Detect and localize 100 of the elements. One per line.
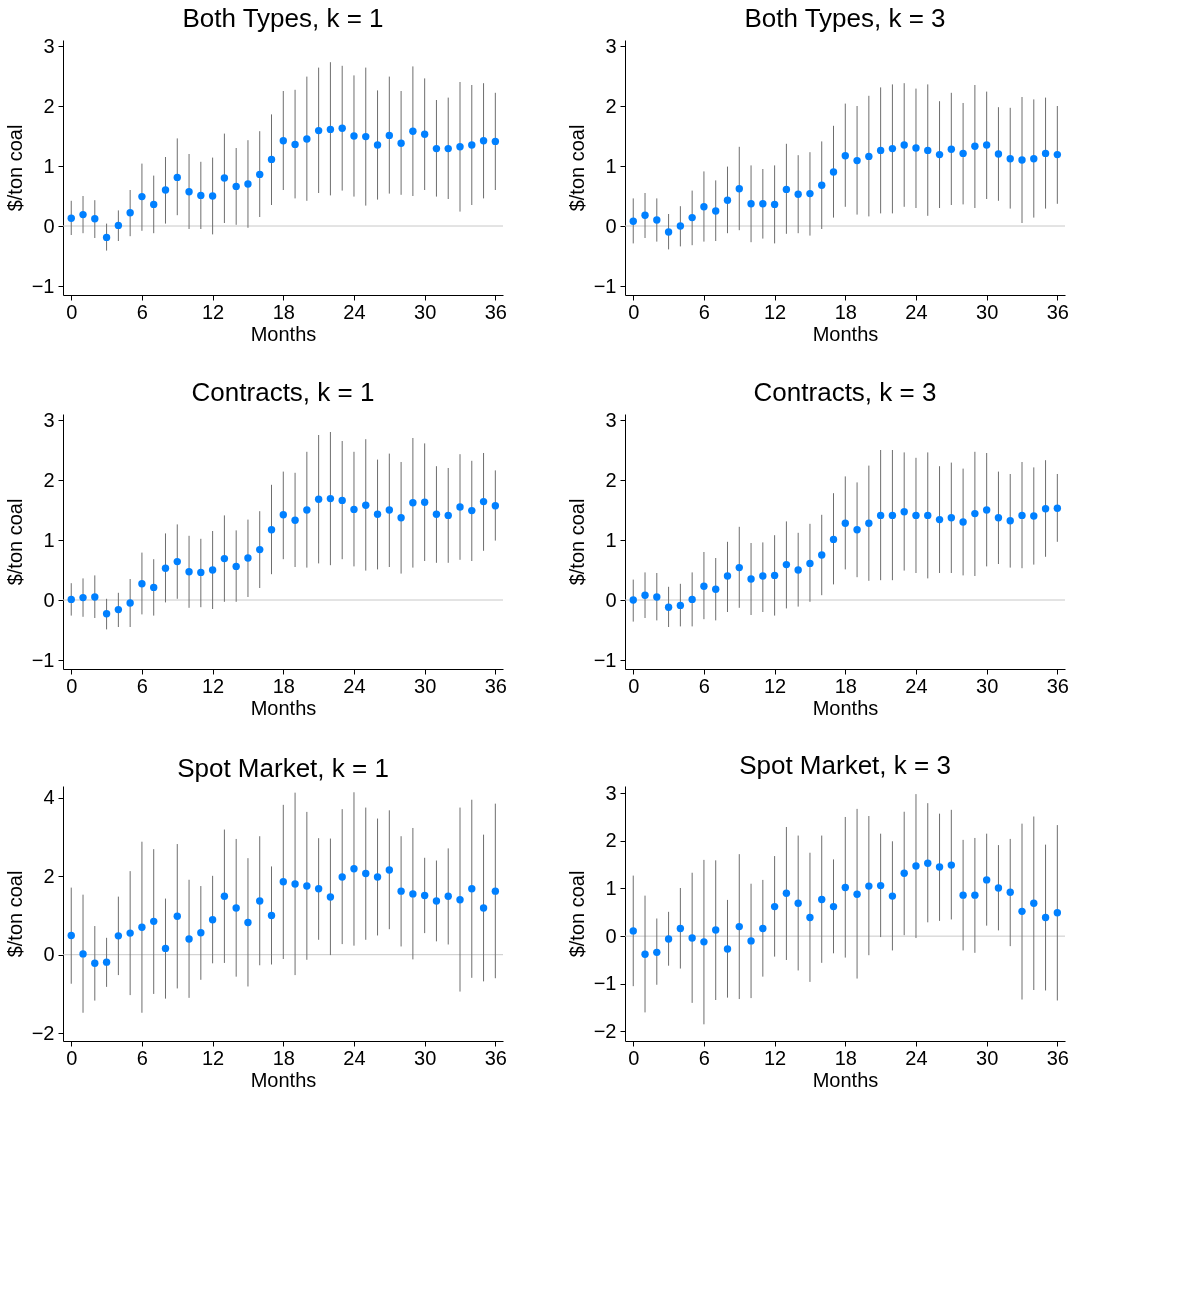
- point: [888, 892, 897, 900]
- point: [770, 571, 779, 580]
- point: [291, 516, 299, 524]
- y-tick-label: −1: [31, 648, 55, 671]
- point: [782, 560, 791, 569]
- y-tick-label: −1: [593, 274, 617, 297]
- y-axis-title: $/ton coal: [3, 498, 26, 586]
- chart-title: Spot Market, k = 3: [739, 750, 951, 781]
- point: [420, 891, 429, 900]
- point: [420, 130, 429, 138]
- point: [397, 139, 405, 147]
- x-tick-label: 12: [763, 300, 787, 323]
- point: [700, 203, 708, 211]
- point: [794, 899, 802, 907]
- point: [959, 149, 967, 158]
- point: [712, 207, 720, 215]
- y-tick-label: 2: [43, 468, 55, 491]
- point: [114, 221, 123, 230]
- point: [794, 190, 802, 198]
- y-tick-label: 0: [43, 943, 55, 966]
- x-tick-label: 18: [834, 300, 857, 323]
- point: [924, 511, 932, 520]
- point: [456, 143, 464, 151]
- point: [208, 916, 217, 924]
- point: [197, 191, 205, 200]
- point: [314, 885, 323, 893]
- point: [338, 124, 346, 132]
- point: [91, 959, 99, 968]
- x-tick-label: 36: [484, 674, 507, 697]
- point: [971, 891, 979, 899]
- point: [806, 189, 814, 198]
- x-tick-label: 12: [763, 1046, 787, 1069]
- x-tick-label: 6: [698, 300, 710, 323]
- point: [91, 593, 99, 601]
- point: [747, 937, 755, 945]
- point: [806, 913, 814, 922]
- x-tick-label: 0: [66, 300, 78, 323]
- y-tick-label: 1: [605, 876, 617, 899]
- point: [676, 924, 685, 933]
- point: [676, 601, 685, 610]
- point: [102, 233, 111, 242]
- point: [1006, 888, 1014, 896]
- point: [735, 922, 743, 931]
- y-axis-title: $/ton coal: [565, 124, 588, 212]
- point: [220, 554, 229, 563]
- x-tick-label: 24: [905, 300, 928, 323]
- point: [912, 862, 920, 870]
- x-tick-label: 24: [905, 674, 928, 697]
- point: [432, 510, 441, 518]
- x-tick-label: 6: [136, 300, 148, 323]
- point: [385, 131, 394, 140]
- point: [397, 887, 405, 895]
- y-tick-label: 4: [43, 786, 55, 809]
- point: [373, 510, 382, 518]
- point: [362, 869, 370, 878]
- x-tick-label: 36: [1046, 674, 1069, 697]
- point: [747, 200, 755, 208]
- y-tick-label: 0: [605, 924, 617, 947]
- y-axis-title: $/ton coal: [565, 498, 588, 586]
- point: [876, 511, 885, 520]
- point: [1018, 511, 1026, 520]
- point: [664, 935, 673, 943]
- y-tick-label: 2: [43, 864, 55, 887]
- point: [173, 912, 181, 920]
- chart-title: Spot Market, k = 1: [177, 753, 389, 783]
- point: [150, 200, 158, 209]
- point: [712, 926, 720, 934]
- point: [664, 228, 673, 236]
- point: [350, 865, 358, 873]
- point: [794, 566, 802, 574]
- y-tick-label: 0: [605, 588, 617, 611]
- point: [641, 950, 649, 958]
- point: [712, 585, 720, 593]
- x-tick-label: 30: [976, 1046, 999, 1069]
- chart-title: Both Types, k = 1: [182, 3, 384, 33]
- x-tick-label: 12: [763, 674, 787, 697]
- point: [841, 883, 849, 892]
- x-tick-label: 24: [343, 300, 366, 323]
- point: [1018, 156, 1026, 164]
- x-tick-label: 24: [343, 674, 366, 697]
- point: [841, 519, 849, 527]
- point: [888, 144, 897, 153]
- point: [641, 211, 649, 219]
- point: [829, 902, 838, 911]
- x-tick-label: 18: [272, 1046, 295, 1069]
- point: [900, 508, 908, 516]
- point: [244, 554, 252, 562]
- point: [432, 897, 441, 905]
- point: [126, 929, 134, 937]
- point: [688, 213, 696, 222]
- point: [362, 501, 370, 509]
- x-tick-label: 18: [834, 674, 857, 697]
- point: [362, 132, 370, 141]
- point: [629, 217, 637, 225]
- y-tick-label: −2: [593, 1019, 617, 1042]
- point: [197, 568, 205, 577]
- y-tick-label: 3: [605, 781, 617, 804]
- point: [314, 495, 323, 503]
- x-tick-label: 30: [414, 1046, 437, 1069]
- point: [338, 496, 346, 505]
